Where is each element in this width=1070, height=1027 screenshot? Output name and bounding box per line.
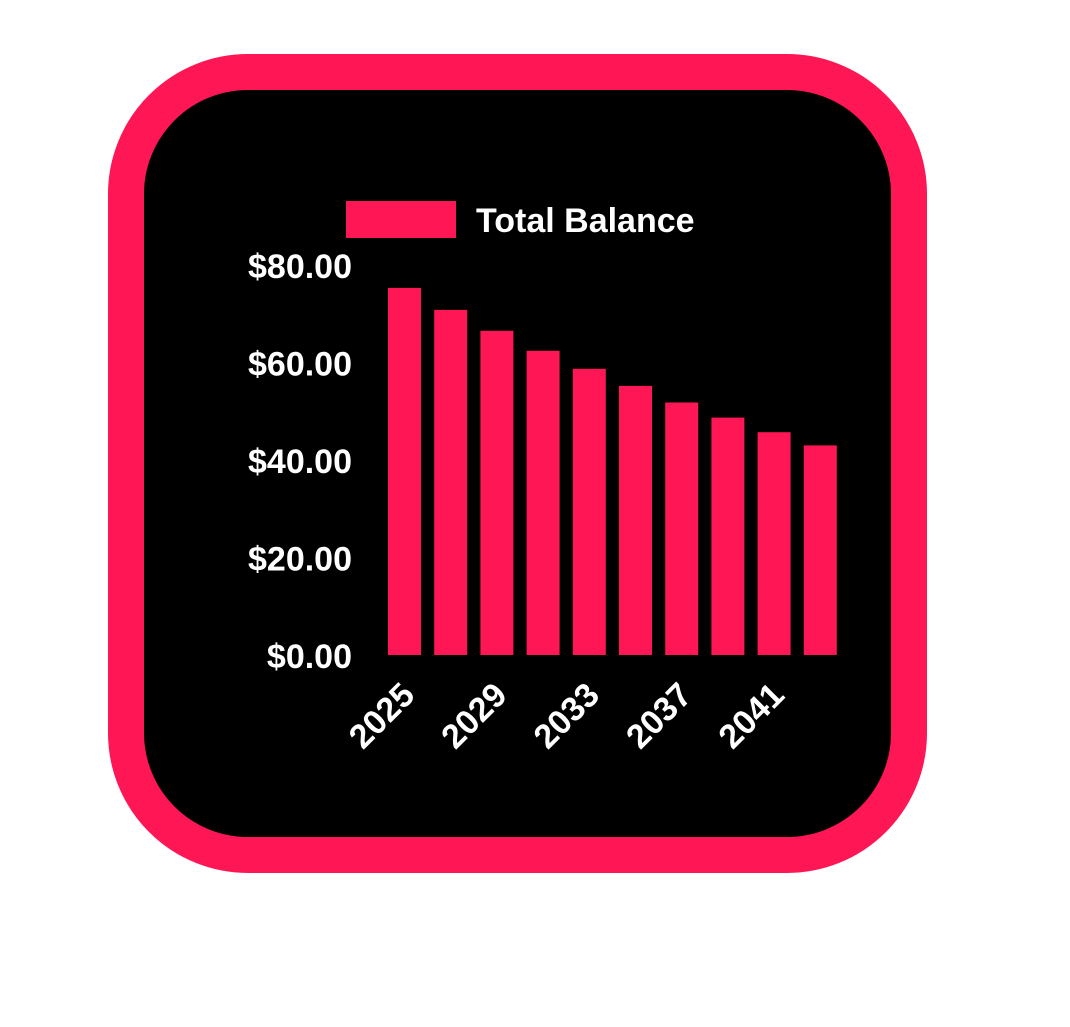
legend: Total Balance <box>346 201 695 240</box>
bar <box>572 368 606 655</box>
x-axis-ticks: 2025 2029 2033 2037 2041 <box>342 676 792 756</box>
bar <box>480 330 514 655</box>
x-tick-label: 2033 <box>527 676 607 756</box>
y-tick-label: $20.00 <box>248 541 352 579</box>
y-tick-label: $80.00 <box>248 248 352 286</box>
x-tick-label: 2025 <box>342 676 422 756</box>
bar <box>711 417 745 655</box>
bar <box>665 402 699 655</box>
bars <box>388 287 837 655</box>
bar <box>388 287 421 655</box>
legend-label: Total Balance <box>476 202 695 240</box>
y-tick-label: $60.00 <box>248 346 352 384</box>
x-tick-label: 2041 <box>711 676 791 756</box>
bar <box>803 445 837 655</box>
x-tick-label: 2029 <box>434 676 514 756</box>
x-tick-label: 2037 <box>619 676 699 756</box>
bar <box>757 432 791 655</box>
bar <box>526 350 560 655</box>
legend-swatch <box>346 201 456 238</box>
bar <box>434 309 468 655</box>
bar <box>619 385 652 655</box>
y-tick-label: $40.00 <box>248 443 352 481</box>
y-axis-ticks: $0.00 $20.00 $40.00 $60.00 $80.00 <box>248 248 352 676</box>
y-tick-label: $0.00 <box>267 638 352 676</box>
